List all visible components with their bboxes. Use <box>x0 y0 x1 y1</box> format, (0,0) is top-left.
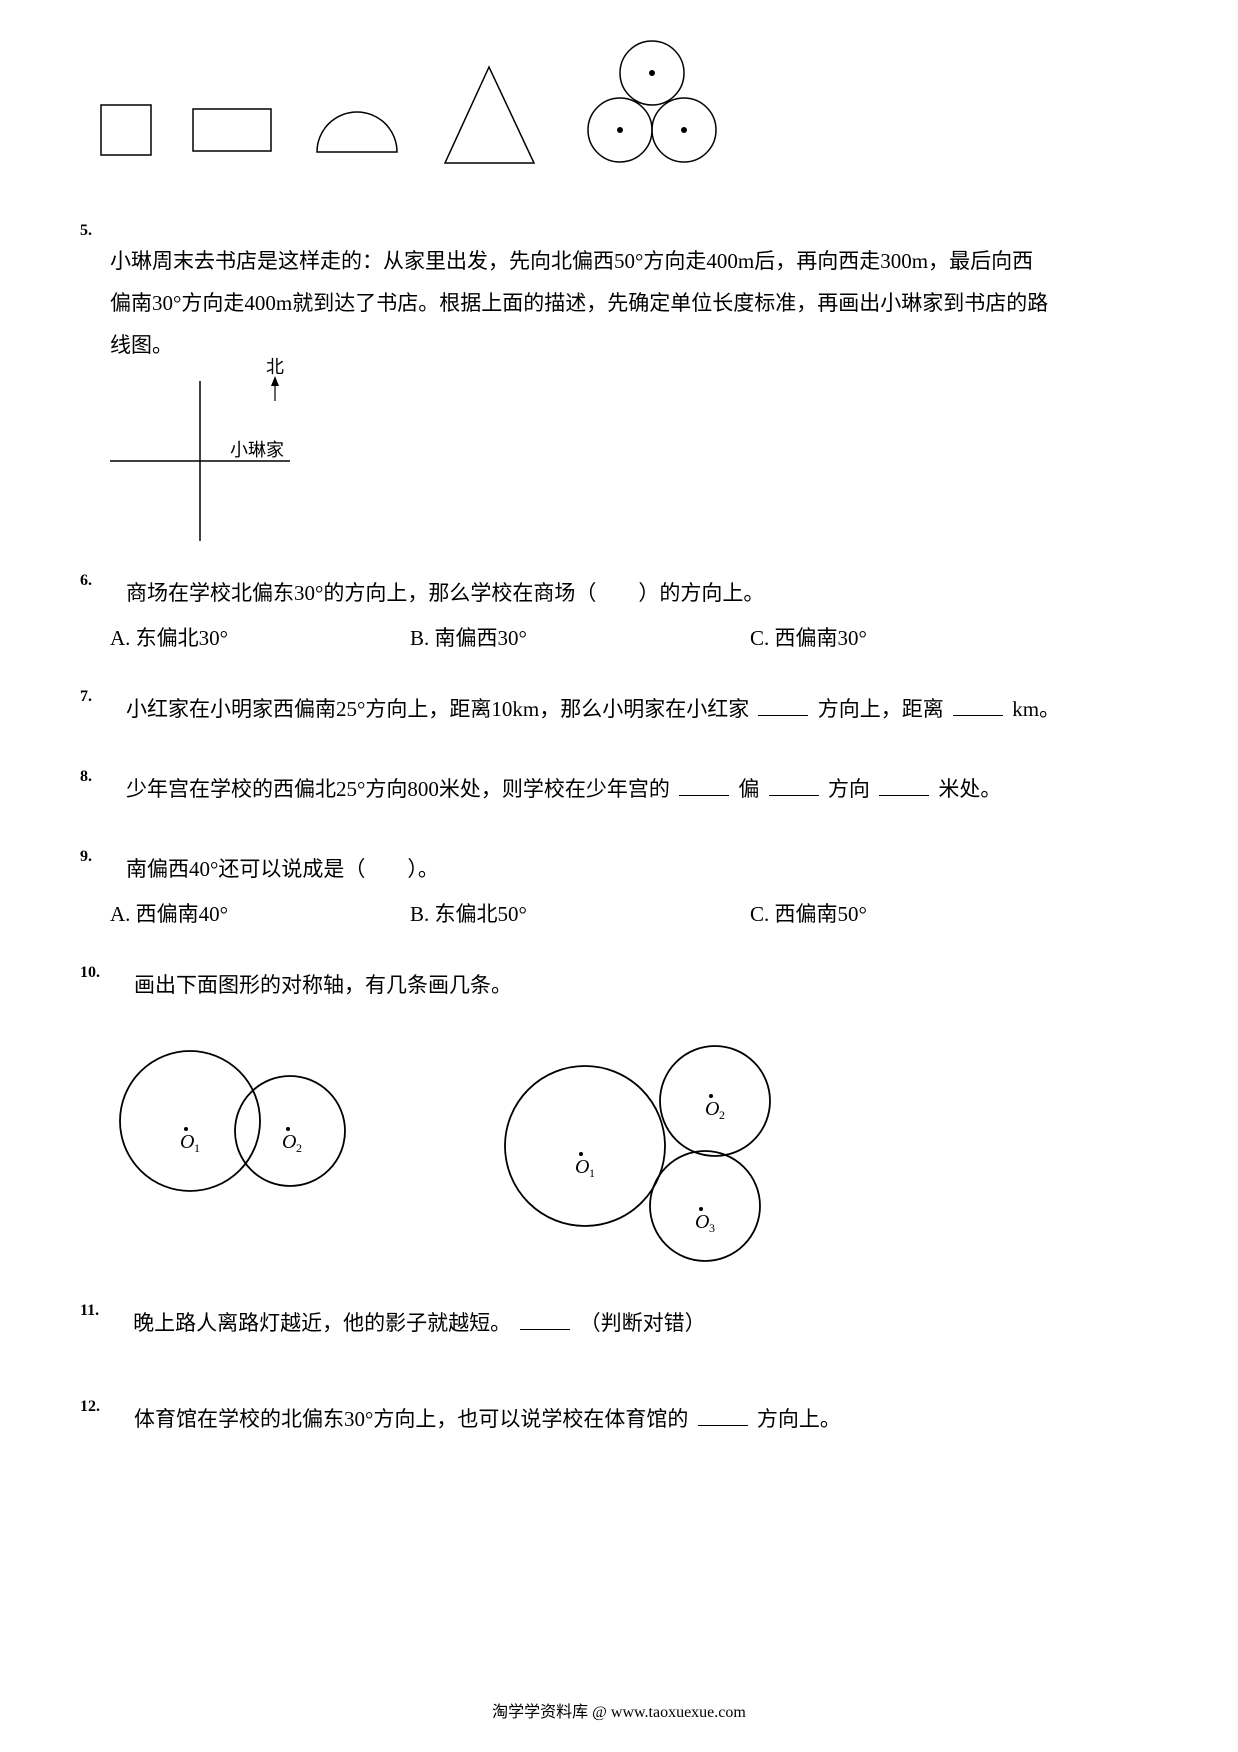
q8-blank2 <box>769 771 819 796</box>
q8-blank3 <box>879 771 929 796</box>
q10-right-o3-sub: 3 <box>709 1221 715 1235</box>
q7-blank2 <box>953 691 1003 716</box>
q10-left-diagram: O 1 O 2 <box>100 1036 370 1206</box>
page-footer: 淘学学资料库 @ www.taoxuexue.com <box>0 1698 1238 1722</box>
q7-number: 7. <box>80 688 92 705</box>
q9-text: 南偏西40°还可以说成是（ ）。 <box>126 857 439 881</box>
q10-left-o1: O <box>180 1131 194 1153</box>
q12-before: 体育馆在学校的北偏东30°方向上，也可以说学校在体育馆的 <box>134 1407 694 1431</box>
q6-choice-c: C. 西偏南30° <box>750 622 1030 652</box>
q7-mid1: 方向上，距离 <box>818 697 949 721</box>
q9-choice-b: B. 东偏北50° <box>410 898 750 928</box>
q7-blank1 <box>758 691 808 716</box>
q10-right-o3: O <box>695 1211 709 1233</box>
q6-text: 商场在学校北偏东30°的方向上，那么学校在商场（ ）的方向上。 <box>126 581 764 605</box>
q8-before: 少年宫在学校的西偏北25°方向800米处，则学校在少年宫的 <box>126 777 675 801</box>
q10-right-o2-sub: 2 <box>719 1108 725 1122</box>
q10-right-diagram: O 1 O 2 O 3 <box>480 1036 800 1266</box>
q12-number: 12. <box>80 1398 100 1415</box>
q11-before: 晚上路人离路灯越近，他的影子就越短。 <box>133 1311 516 1335</box>
q6-number: 6. <box>80 572 92 589</box>
q10-left-o1-sub: 1 <box>194 1141 200 1155</box>
q8-text: 少年宫在学校的西偏北25°方向800米处，则学校在少年宫的 偏 方向 米处。 <box>126 777 1001 801</box>
shape-triangle <box>442 65 537 165</box>
shape-semicircle <box>312 104 402 156</box>
q10-right-o1-sub: 1 <box>589 1166 595 1180</box>
q10-text: 画出下面图形的对称轴，有几条画几条。 <box>134 973 512 997</box>
q11-suffix: （判断对错） <box>580 1311 706 1335</box>
shape-rectangle <box>192 104 272 156</box>
q9-choice-c: C. 西偏南50° <box>750 898 1030 928</box>
home-label: 小琳家 <box>230 440 284 460</box>
q9-choices: A. 西偏南40° B. 东偏北50° C. 西偏南50° <box>110 898 1158 928</box>
q5-line2: 偏南30°方向走400m就到达了书店。根据上面的描述，先确定单位长度标准，再画出… <box>110 291 1048 315</box>
q10-right-o2: O <box>705 1098 719 1120</box>
q6-choices: A. 东偏北30° B. 南偏西30° C. 西偏南30° <box>110 622 1158 652</box>
q11-number: 11. <box>80 1302 99 1319</box>
q6-choice-b: B. 南偏西30° <box>410 622 750 652</box>
q5-line3: 线图。 <box>110 333 173 357</box>
q5-diagram: 北 小琳家 <box>100 371 380 551</box>
q10-right-o1: O <box>575 1156 589 1178</box>
shape-three-circles <box>577 40 727 170</box>
q6-choice-a: A. 东偏北30° <box>110 622 410 652</box>
q8-blank1 <box>679 771 729 796</box>
q7-after1: km。 <box>1012 697 1060 721</box>
q8-mid2: 方向 <box>828 777 875 801</box>
q12-after: 方向上。 <box>757 1407 841 1431</box>
q5-text: 小琳周末去书店是这样走的：从家里出发，先向北偏西50°方向走400m后，再向西走… <box>110 240 1150 366</box>
q9-choice-a: A. 西偏南40° <box>110 898 410 928</box>
q10-left-o2-sub: 2 <box>296 1141 302 1155</box>
q10-number: 10. <box>80 964 100 981</box>
q9-number: 9. <box>80 848 92 865</box>
q11-text: 晚上路人离路灯越近，他的影子就越短。 （判断对错） <box>133 1311 706 1335</box>
q10-left-o2: O <box>282 1131 296 1153</box>
q7-before1: 小红家在小明家西偏南25°方向上，距离10km，那么小明家在小红家 <box>126 697 754 721</box>
q7-text: 小红家在小明家西偏南25°方向上，距离10km，那么小明家在小红家 方向上，距离… <box>126 697 1060 721</box>
q5-line1: 小琳周末去书店是这样走的：从家里出发，先向北偏西50°方向走400m后，再向西走… <box>110 249 1033 273</box>
q12-blank <box>698 1401 748 1426</box>
q8-mid1: 偏 <box>738 777 764 801</box>
q5-number: 5. <box>80 222 92 239</box>
q12-text: 体育馆在学校的北偏东30°方向上，也可以说学校在体育馆的 方向上。 <box>134 1407 841 1431</box>
north-label: 北 <box>266 357 284 377</box>
q8-after: 米处。 <box>938 777 1001 801</box>
q11-blank <box>520 1305 570 1330</box>
shapes-row <box>100 90 727 170</box>
shape-square <box>100 104 152 156</box>
q8-number: 8. <box>80 768 92 785</box>
